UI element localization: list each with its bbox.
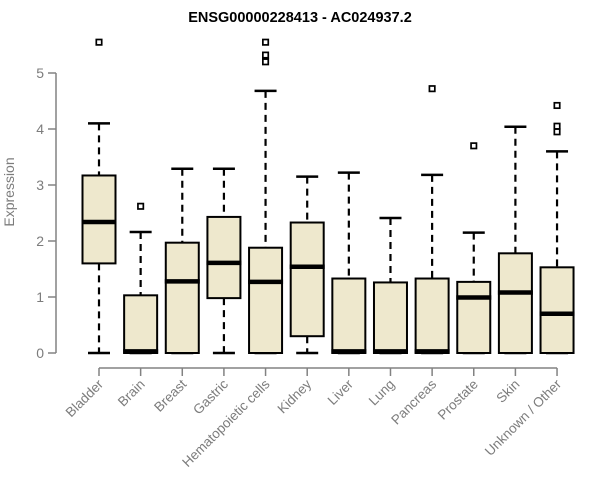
chart-title: ENSG00000228413 - AC024937.2 [188,10,412,26]
x-category-label: Lung [366,377,398,409]
box-pancreas [414,85,450,355]
outlier-point [262,51,270,59]
boxes-group [81,38,575,355]
outlier-point [470,142,478,150]
iqr-box [414,277,450,354]
iqr-box [123,294,159,355]
outlier-point [262,58,270,66]
x-category-label: Bladder [63,376,107,420]
iqr-box [539,266,575,355]
y-tick-label: 0 [36,345,44,361]
x-category-label: Liver [325,376,357,408]
iqr-box [289,221,325,338]
x-category-label: Kidney [275,376,315,416]
iqr-box [81,174,117,265]
iqr-box [331,277,367,354]
iqr-box [456,280,492,355]
iqr-box [164,241,200,354]
outlier-point [553,128,561,136]
x-category-label: Pancreas [388,376,439,427]
iqr-box [248,246,284,354]
box-kidney [289,175,325,355]
y-tick-label: 5 [36,65,44,81]
x-category-label: Unknown / Other [482,376,565,459]
box-liver [331,171,367,355]
x-category-label: Brain [115,377,148,410]
outlier-point [553,101,561,110]
box-gastric [206,167,242,355]
box-bladder [81,38,117,355]
outlier-point [553,122,561,130]
x-category-label: Breast [151,376,189,414]
y-tick-label: 1 [36,289,44,305]
outlier-point [137,202,145,210]
x-category-label: Prostate [435,377,481,423]
x-category-label: Skin [493,377,522,406]
y-tick-label: 4 [36,121,44,137]
box-prostate [456,142,492,355]
box-lung [372,216,408,355]
y-tick-label: 3 [36,177,44,193]
y-tick-label: 2 [36,233,44,249]
iqr-box [372,281,408,354]
box-brain [123,202,159,355]
y-axis-label: Expression [1,157,17,226]
box-unknown-other [539,101,575,355]
iqr-box [206,215,242,300]
outlier-point [428,85,436,93]
iqr-box [497,252,533,355]
x-category-label: Gastric [190,376,231,417]
outlier-point [262,38,270,46]
box-hematopoietic-cells [248,38,284,355]
outlier-point [95,38,103,46]
box-skin [497,125,533,355]
box-breast [164,167,200,355]
